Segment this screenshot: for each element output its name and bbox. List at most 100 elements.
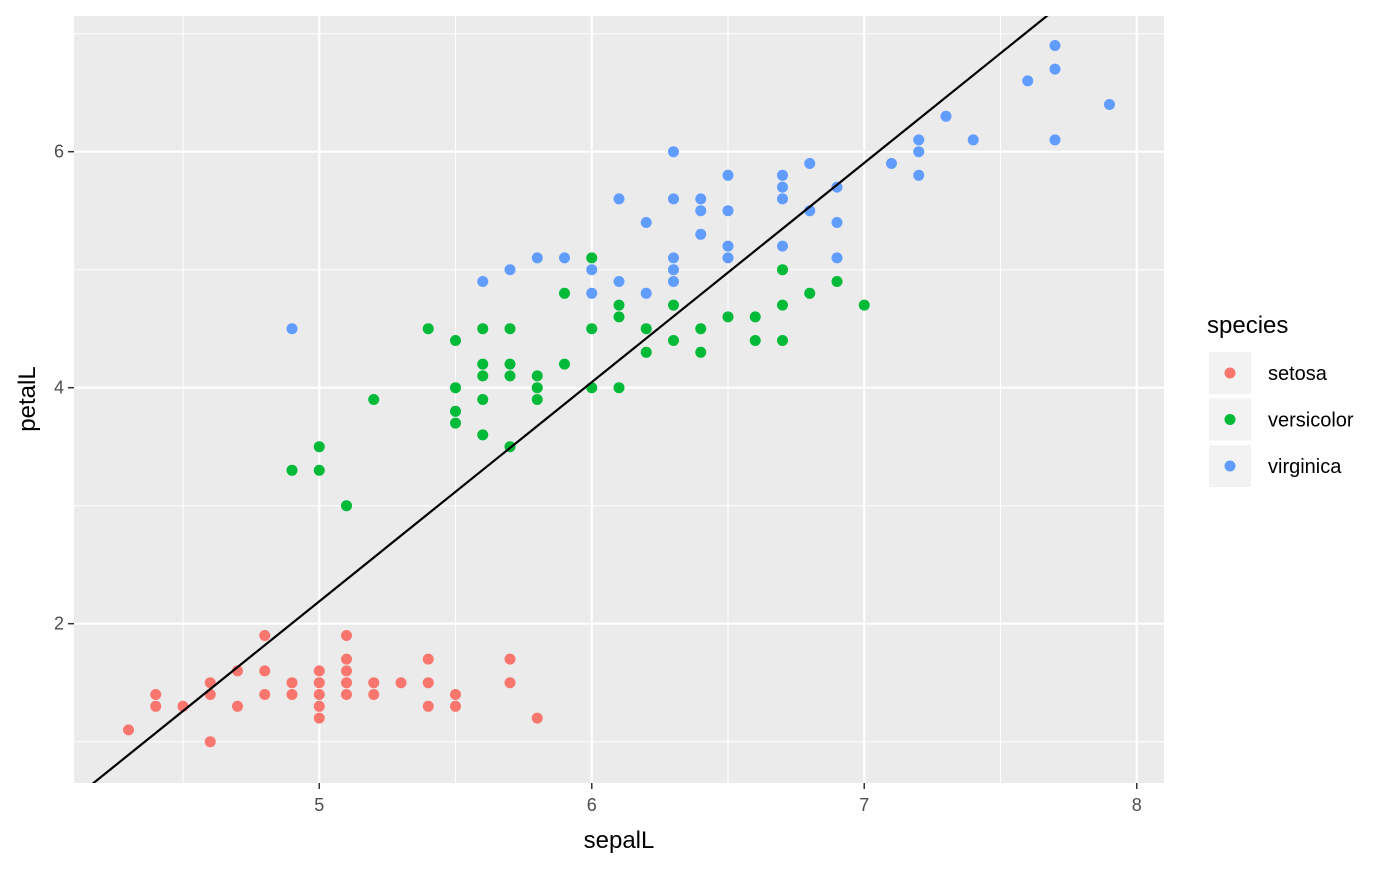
x-tick-label: 6 — [587, 795, 597, 815]
point-versicolor — [286, 464, 298, 476]
point-versicolor — [586, 252, 598, 264]
point-versicolor — [695, 323, 707, 335]
point-versicolor — [450, 417, 461, 429]
point-versicolor — [613, 299, 625, 311]
point-versicolor — [749, 335, 761, 346]
point-setosa — [341, 677, 352, 689]
legend-label-virginica: virginica — [1268, 456, 1342, 478]
point-versicolor — [422, 323, 434, 335]
point-versicolor — [831, 276, 843, 287]
point-setosa — [313, 677, 325, 689]
minor-gridlines — [74, 16, 1164, 783]
plot-panel — [74, 16, 1164, 783]
point-versicolor — [504, 323, 516, 335]
point-virginica — [668, 276, 679, 287]
point-virginica — [940, 110, 952, 122]
point-versicolor — [858, 299, 870, 311]
y-tick-label: 6 — [54, 142, 64, 162]
x-axis-title: sepalL — [584, 827, 655, 854]
point-virginica — [886, 158, 897, 169]
point-versicolor — [531, 370, 543, 382]
point-virginica — [531, 252, 543, 264]
point-versicolor — [477, 370, 489, 382]
point-versicolor — [640, 323, 652, 335]
point-virginica — [668, 252, 679, 264]
x-tick-label: 5 — [314, 795, 324, 815]
point-setosa — [313, 665, 325, 677]
point-setosa — [286, 689, 298, 700]
point-virginica — [722, 240, 734, 252]
point-setosa — [204, 677, 216, 689]
point-virginica — [777, 169, 788, 181]
point-versicolor — [368, 394, 380, 405]
x-tick-label: 7 — [859, 795, 869, 815]
point-virginica — [668, 193, 679, 205]
point-setosa — [504, 677, 516, 689]
point-setosa — [450, 689, 461, 700]
point-setosa — [422, 653, 434, 665]
point-virginica — [1049, 63, 1061, 75]
point-virginica — [913, 134, 925, 146]
y-tick-label: 2 — [54, 614, 64, 634]
point-setosa — [259, 665, 271, 677]
point-versicolor — [341, 500, 352, 512]
point-setosa — [341, 630, 352, 641]
axis-tick-labels: 5 6 7 8 2 4 6 — [54, 142, 1142, 815]
point-setosa — [286, 677, 298, 689]
point-versicolor — [695, 346, 707, 358]
point-versicolor — [640, 346, 652, 358]
point-versicolor — [504, 358, 516, 370]
point-virginica — [804, 158, 816, 169]
point-versicolor — [613, 311, 625, 323]
point-virginica — [640, 217, 652, 228]
point-versicolor — [559, 358, 570, 370]
point-virginica — [777, 240, 788, 252]
point-versicolor — [777, 264, 788, 276]
point-virginica — [722, 205, 734, 217]
point-setosa — [368, 689, 380, 700]
point-virginica — [967, 134, 979, 146]
axis-ticks — [68, 150, 1138, 789]
point-setosa — [123, 724, 134, 736]
point-versicolor — [668, 299, 679, 311]
point-virginica — [831, 181, 843, 193]
legend-marker-versicolor — [1224, 414, 1236, 425]
point-versicolor — [450, 335, 461, 346]
point-versicolor — [477, 358, 489, 370]
point-virginica — [1049, 40, 1061, 51]
point-virginica — [286, 323, 298, 335]
point-versicolor — [450, 405, 461, 417]
point-versicolor — [777, 335, 788, 346]
y-axis-title: petalL — [14, 366, 41, 431]
x-tick-label: 8 — [1132, 795, 1142, 815]
point-virginica — [668, 264, 679, 276]
point-setosa — [368, 677, 380, 689]
point-virginica — [504, 264, 516, 276]
point-virginica — [559, 252, 570, 264]
point-setosa — [450, 700, 461, 712]
point-virginica — [913, 146, 925, 158]
point-virginica — [831, 252, 843, 264]
point-setosa — [504, 653, 516, 665]
point-setosa — [422, 677, 434, 689]
point-virginica — [668, 146, 679, 158]
point-virginica — [695, 228, 707, 240]
point-setosa — [313, 689, 325, 700]
point-versicolor — [531, 382, 543, 394]
point-virginica — [777, 181, 788, 193]
point-setosa — [259, 630, 271, 641]
point-versicolor — [586, 323, 598, 335]
point-virginica — [640, 287, 652, 299]
point-setosa — [259, 689, 271, 700]
point-setosa — [422, 700, 434, 712]
point-setosa — [313, 700, 325, 712]
point-setosa — [150, 689, 162, 700]
point-setosa — [204, 689, 216, 700]
point-virginica — [831, 217, 843, 228]
data-points — [123, 40, 1115, 748]
point-virginica — [777, 193, 788, 205]
point-versicolor — [477, 429, 489, 441]
point-virginica — [586, 264, 598, 276]
point-versicolor — [749, 311, 761, 323]
